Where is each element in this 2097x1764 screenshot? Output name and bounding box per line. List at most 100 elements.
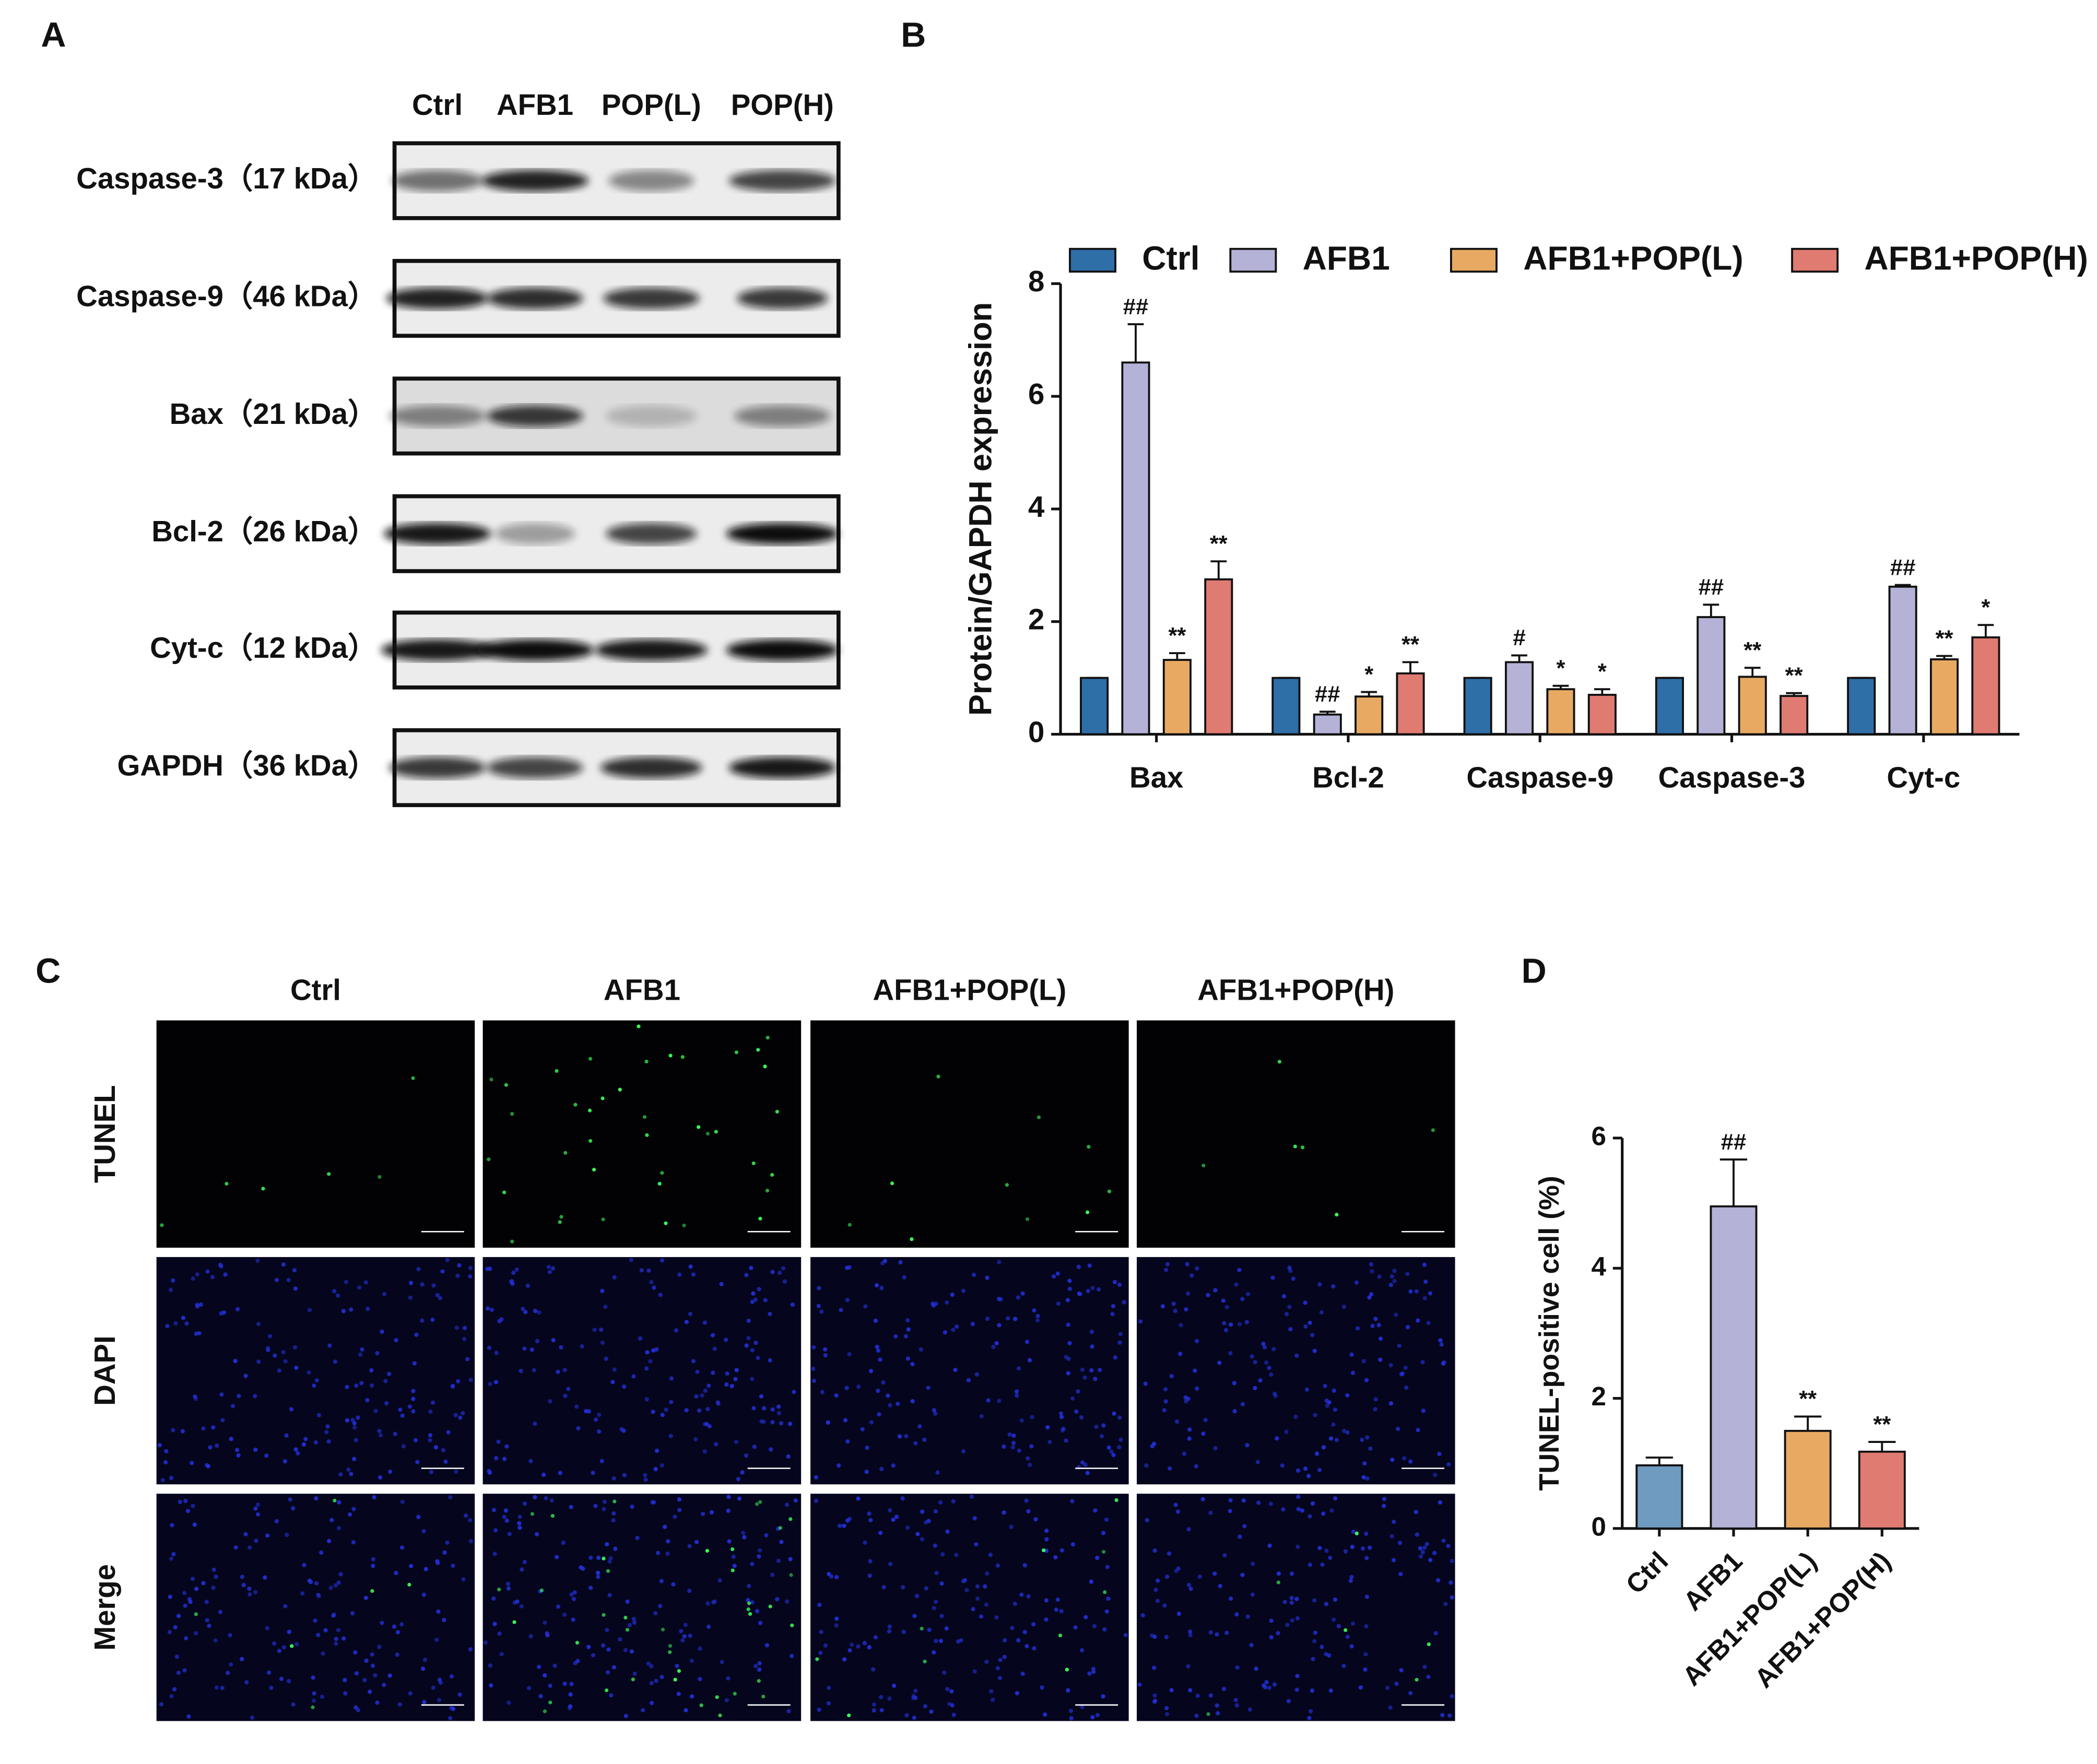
nucleus-dot: [758, 1548, 762, 1553]
nucleus-dot: [951, 1712, 956, 1718]
nucleus-dot: [1032, 1646, 1036, 1651]
nucleus-dot: [991, 1345, 996, 1349]
nucleus-dot: [291, 1506, 296, 1511]
nucleus-dot: [599, 1459, 604, 1463]
nucleus-dot: [860, 1427, 865, 1431]
nucleus-dot: [456, 1379, 461, 1384]
nucleus-dot: [1360, 1546, 1365, 1551]
nucleus-dot: [549, 1498, 554, 1503]
nucleus-dot: [934, 1600, 938, 1604]
nucleus-dot: [1012, 1601, 1017, 1606]
nucleus-dot: [1348, 1578, 1353, 1583]
nucleus-dot: [445, 1258, 450, 1262]
nucleus-dot: [312, 1383, 316, 1388]
apoptotic-dot: [731, 1568, 735, 1572]
nucleus-dot: [1251, 1561, 1255, 1566]
nucleus-dot: [1089, 1330, 1094, 1334]
nucleus-dot: [826, 1701, 831, 1706]
nucleus-dot: [566, 1387, 571, 1391]
nucleus-dot: [1376, 1323, 1381, 1328]
apoptotic-dot: [910, 1237, 914, 1241]
nucleus-dot: [519, 1604, 524, 1609]
nucleus-dot: [1201, 1431, 1206, 1436]
nucleus-dot: [631, 1374, 636, 1379]
nucleus-dot: [868, 1559, 873, 1564]
nucleus-dot: [834, 1393, 839, 1398]
nucleus-dot: [988, 1553, 993, 1557]
nucleus-dot: [888, 1561, 893, 1566]
nucleus-dot: [1073, 1625, 1078, 1630]
apoptotic-dot: [225, 1181, 229, 1186]
nucleus-dot: [1016, 1638, 1021, 1643]
nucleus-dot: [786, 1709, 791, 1714]
nucleus-dot: [729, 1383, 734, 1389]
nucleus-dot: [1101, 1423, 1106, 1428]
nucleus-dot: [431, 1685, 435, 1690]
apoptotic-dot: [734, 1050, 739, 1055]
nucleus-dot: [665, 1552, 670, 1556]
nucleus-dot: [438, 1296, 442, 1300]
nucleus-dot: [619, 1427, 624, 1431]
nucleus-dot: [172, 1687, 177, 1691]
nucleus-dot: [736, 1477, 741, 1482]
nucleus-dot: [210, 1275, 215, 1280]
nucleus-dot: [421, 1592, 427, 1597]
micrograph: [482, 1494, 802, 1721]
significance-label: ##: [1315, 682, 1340, 707]
apoptotic-dot: [543, 1709, 547, 1713]
apoptotic-dot: [563, 1151, 568, 1155]
nucleus-dot: [776, 1404, 781, 1409]
nucleus-dot: [901, 1585, 905, 1590]
nucleus-dot: [1284, 1312, 1289, 1317]
nucleus-dot: [1093, 1508, 1098, 1513]
nucleus-dot: [520, 1567, 524, 1572]
error-bar: [1894, 584, 1911, 587]
nucleus-dot: [785, 1502, 790, 1507]
nucleus-dot: [1047, 1440, 1052, 1445]
nucleus-dot: [1188, 1632, 1193, 1638]
apoptotic-dot: [770, 1173, 774, 1177]
apoptotic-dot: [600, 1096, 605, 1100]
nucleus-dot: [522, 1560, 527, 1565]
x-tick-label: Cyt-c: [1887, 761, 1960, 794]
nucleus-dot: [876, 1389, 880, 1393]
apoptotic-dot: [1431, 1128, 1435, 1132]
nucleus-dot: [169, 1475, 174, 1481]
nucleus-dot: [435, 1293, 440, 1297]
nucleus-dot: [1123, 1633, 1128, 1638]
nucleus-dot: [169, 1556, 174, 1561]
nucleus-dot: [1275, 1436, 1279, 1441]
nucleus-dot: [702, 1320, 707, 1325]
nucleus-dot: [712, 1599, 717, 1604]
nucleus-dot: [1317, 1546, 1322, 1550]
nucleus-dot: [438, 1680, 443, 1685]
apoptotic-dot: [333, 1498, 337, 1502]
nucleus-dot: [1165, 1712, 1170, 1716]
nucleus-dot: [195, 1272, 199, 1277]
nucleus-dot: [607, 1559, 612, 1564]
nucleus-dot: [1195, 1386, 1199, 1391]
nucleus-dot: [387, 1673, 392, 1678]
nucleus-dot: [420, 1318, 425, 1323]
nucleus-dot: [1351, 1621, 1356, 1626]
nucleus-dot: [974, 1542, 979, 1547]
nucleus-dot: [632, 1620, 637, 1625]
nucleus-dot: [1406, 1325, 1410, 1330]
nucleus-dot: [237, 1393, 241, 1399]
nucleus-dot: [409, 1564, 414, 1568]
nucleus-dot: [1099, 1434, 1104, 1439]
nucleus-dot: [387, 1371, 392, 1376]
nucleus-dot: [1310, 1333, 1315, 1337]
nucleus-dot: [701, 1511, 705, 1517]
nucleus-dot: [1289, 1595, 1294, 1601]
nucleus-dot: [393, 1431, 397, 1436]
nucleus-dot: [842, 1657, 847, 1662]
nucleus-dot: [1224, 1630, 1229, 1635]
nucleus-dot: [834, 1623, 839, 1628]
apoptotic-dot: [606, 1569, 610, 1573]
nucleus-dot: [400, 1499, 405, 1505]
nucleus-dot: [176, 1614, 181, 1618]
nucleus-dot: [1358, 1685, 1363, 1690]
apoptotic-dot: [697, 1125, 701, 1129]
nucleus-dot: [1162, 1408, 1167, 1413]
